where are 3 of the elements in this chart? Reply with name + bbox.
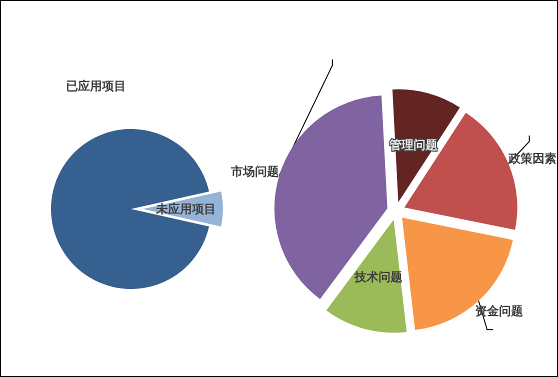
slice-label: 未应用项目 [155, 202, 216, 216]
slice-label: 市场问题 [230, 164, 279, 179]
slice-label: 已应用项目 [66, 79, 126, 93]
